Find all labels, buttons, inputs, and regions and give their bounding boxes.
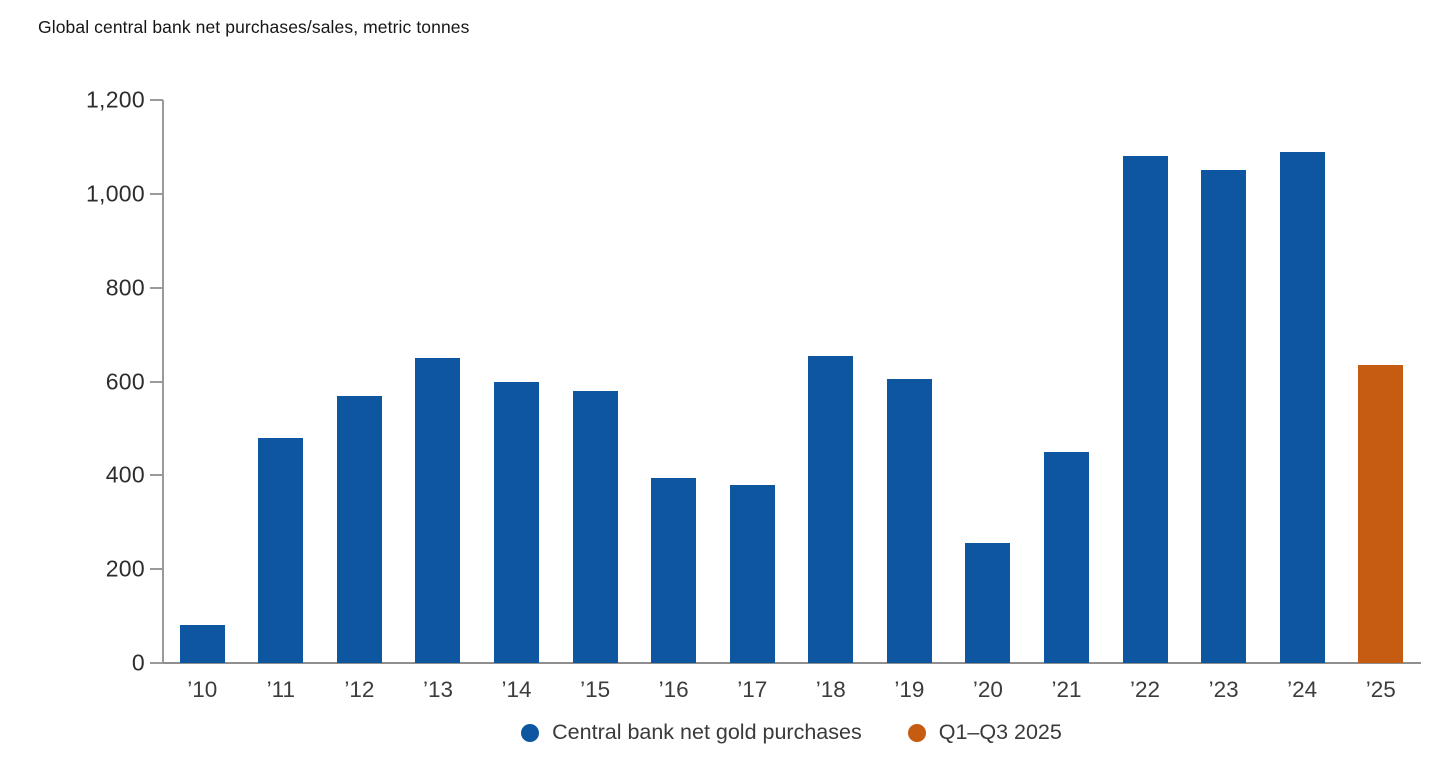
bar-12	[336, 395, 382, 663]
x-axis-label: ’11	[266, 677, 296, 702]
bar-13	[415, 358, 461, 663]
x-axis-label: ’24	[1287, 677, 1318, 702]
x-axis-line	[150, 662, 1421, 664]
y-axis-line	[162, 100, 164, 663]
y-axis-tick	[150, 568, 163, 571]
legend-item-q1-q3-2025: Q1–Q3 2025	[907, 720, 1062, 745]
bar-16	[651, 477, 697, 663]
x-axis-label: ’19	[894, 677, 925, 702]
y-axis-tick	[150, 286, 163, 289]
bar-21	[1043, 451, 1089, 663]
bar-14	[494, 381, 540, 663]
bar-19	[886, 379, 932, 663]
plot-area: 0 200 400 600 800 1,000 1,200 ’10 ’11 ’12 ’13 ’14 ’1…	[86, 87, 1421, 702]
bar-10	[179, 625, 225, 663]
y-axis-tick	[150, 380, 163, 383]
x-axis-label: ’18	[815, 677, 846, 702]
x-axis-label: ’22	[1130, 677, 1161, 702]
y-axis-tick-label: 1,200	[85, 86, 145, 113]
y-axis-tick	[150, 192, 163, 195]
x-axis-label: ’15	[580, 677, 611, 702]
y-axis-tick-label: 1,000	[85, 180, 145, 207]
y-axis-tick-label: 600	[105, 368, 145, 394]
bar-23	[1201, 170, 1247, 663]
legend-label: Q1–Q3 2025	[938, 720, 1062, 744]
bar-18	[808, 355, 854, 663]
bar-25	[1358, 365, 1404, 663]
x-axis-label: ’23	[1208, 677, 1239, 702]
y-axis-tick-label: 400	[105, 461, 145, 488]
x-axis-label: ’12	[344, 677, 375, 702]
legend-label: Central bank net gold purchases	[552, 720, 862, 744]
bar-15	[572, 390, 618, 663]
y-axis-tick-label: 800	[105, 274, 145, 301]
y-axis-tick	[150, 99, 163, 101]
x-axis-label: ’20	[972, 677, 1003, 702]
bar-22	[1122, 156, 1168, 663]
x-axis-label: ’21	[1051, 677, 1082, 702]
legend-item-net-gold-purchases: Central bank net gold purchases	[521, 720, 862, 745]
x-axis-label: ’25	[1365, 677, 1396, 702]
bar-11	[258, 437, 304, 663]
bar-20	[965, 543, 1011, 663]
x-axis-label: ’10	[187, 677, 218, 702]
x-axis-label: ’14	[501, 677, 532, 702]
bar-24	[1279, 151, 1325, 663]
bar-17	[729, 484, 775, 663]
x-axis-label: ’13	[422, 677, 453, 702]
legend-dot-icon	[907, 723, 926, 742]
legend: Central bank net gold purchases Q1–Q3 202…	[163, 720, 1420, 745]
y-axis-tick-label: 200	[105, 555, 145, 582]
x-axis-label: ’17	[737, 677, 768, 702]
y-axis-tick	[150, 662, 163, 664]
x-axis-label: ’16	[658, 677, 689, 702]
legend-dot-icon	[521, 723, 540, 742]
chart-title: Global central bank net purchases/sales,…	[38, 17, 470, 37]
y-axis-tick	[150, 474, 163, 477]
y-axis-tick-label: 0	[131, 649, 145, 676]
